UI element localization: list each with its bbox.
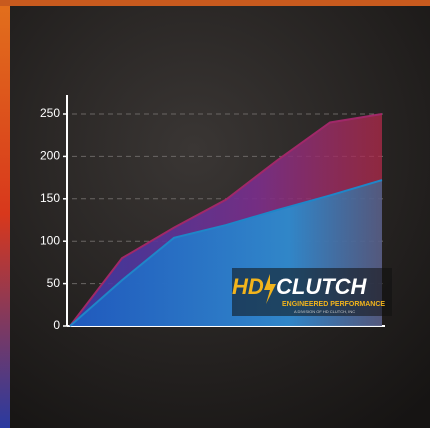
logo-clutch: CLUTCH <box>276 274 368 299</box>
y-tick-label: 100 <box>40 233 60 247</box>
logo-tagline: ENGINEERED PERFORMANCE <box>282 301 385 308</box>
logo-panel <box>232 268 392 316</box>
y-tick-label: 50 <box>47 276 61 290</box>
y-tick-label: 200 <box>40 149 60 163</box>
area-line <box>69 179 383 327</box>
logo: HD CLUTCH ENGINEERED PERFORMANCE A DIVIS… <box>232 268 392 316</box>
edge-decoration <box>0 0 10 428</box>
y-tick-label: 250 <box>40 106 60 120</box>
logo-subline: A DIVISION OF HD CLUTCH, INC <box>294 309 355 314</box>
logo-bolt <box>264 274 276 304</box>
y-tick-label: 0 <box>53 318 60 332</box>
y-tick-label: 150 <box>40 191 60 205</box>
top-edge <box>0 0 430 6</box>
logo-hd: HD <box>232 274 264 299</box>
area-line <box>69 113 383 327</box>
